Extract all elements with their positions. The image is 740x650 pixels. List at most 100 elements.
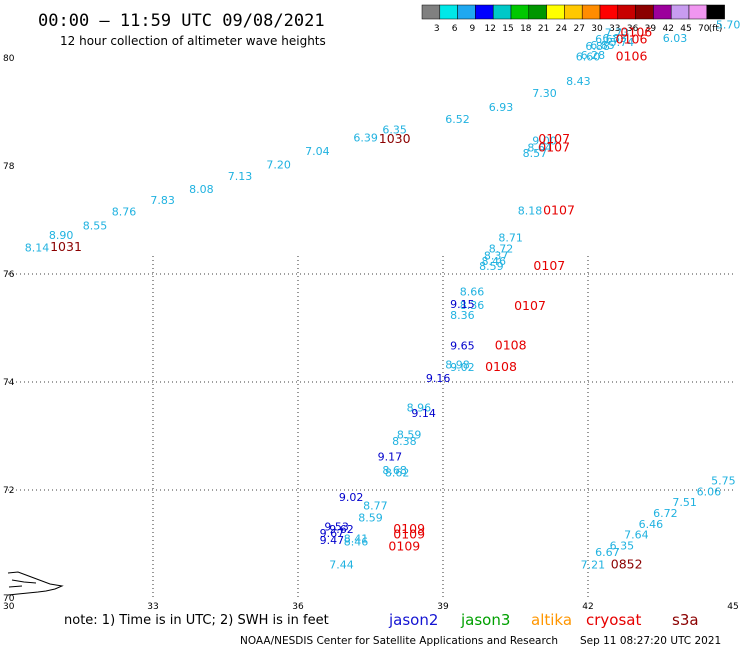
wave-height-label: 9.65 xyxy=(450,340,475,353)
pass-time-label: 1030 xyxy=(379,131,411,146)
wave-height-label: 6.83 xyxy=(602,32,627,45)
wave-height-label: 6.52 xyxy=(445,113,470,126)
wave-height-label: 7.51 xyxy=(672,496,697,509)
wave-height-label: 9.17 xyxy=(378,450,403,463)
wave-height-label: 6.35 xyxy=(610,539,635,552)
colorbar-label: 21 xyxy=(538,24,549,34)
wave-height-label: 9.00 xyxy=(532,134,557,147)
wave-height-label: 8.14 xyxy=(25,241,50,254)
x-tick-label: 39 xyxy=(437,602,449,612)
pass-time-label: 0852 xyxy=(611,556,643,571)
wave-height-label: 6.85 xyxy=(590,39,615,52)
colorbar-label: 15 xyxy=(502,24,513,34)
x-tick-label: 33 xyxy=(147,602,158,612)
x-tick-label: 36 xyxy=(292,602,304,612)
coastline xyxy=(7,571,64,596)
wave-height-label: 6.35 xyxy=(382,124,407,137)
pass-time-label: 0107 xyxy=(538,139,570,154)
wave-height-label: 8.59 xyxy=(397,429,422,442)
wave-height-label: 9.02 xyxy=(339,491,364,504)
pass-time-label: 0106 xyxy=(620,24,652,39)
pass-time-label: 0107 xyxy=(514,298,546,313)
x-tick-label: 42 xyxy=(582,602,593,612)
wave-height-label: 8.64 xyxy=(527,141,552,154)
wave-height-label: 8.57 xyxy=(523,147,548,160)
colorbar-label: 39 xyxy=(645,24,657,34)
wave-height-label: 8.98 xyxy=(445,359,470,372)
wave-height-label: 7.04 xyxy=(305,145,330,158)
wave-height-label: 9.47 xyxy=(320,534,345,547)
wave-height-label: 7.83 xyxy=(150,194,175,207)
wave-height-label: 8.46 xyxy=(482,255,507,268)
wave-height-label: 7.20 xyxy=(266,159,291,172)
colorbar-label: 3 xyxy=(434,24,440,34)
x-tick-label: 30 xyxy=(3,602,15,612)
wave-height-label: 8.18 xyxy=(518,205,543,218)
satellite-legend: jason2 jason3 altika cryosat s3a xyxy=(388,611,699,629)
wave-height-label: 8.38 xyxy=(392,435,417,448)
chart-subtitle: 12 hour collection of altimeter wave hei… xyxy=(60,34,326,48)
colorbar-unit: (ft) xyxy=(709,24,723,34)
wave-height-label: 8.59 xyxy=(358,511,383,524)
colorbar-swatch xyxy=(599,4,619,20)
x-tick-label: 45 xyxy=(727,602,738,612)
pass-time-label: 0107 xyxy=(543,203,575,218)
colorbar-label: 70 xyxy=(698,24,710,34)
y-tick-label: 78 xyxy=(3,162,15,172)
colorbar-label: 42 xyxy=(662,24,673,34)
wave-height-label: 9.53 xyxy=(324,521,349,534)
wave-height-label: 8.76 xyxy=(112,206,137,219)
wave-height-label: 6.06 xyxy=(697,485,722,498)
wave-height-label: 6.93 xyxy=(489,101,514,114)
colorbar-label: 45 xyxy=(680,24,691,34)
wave-height-label: 9.62 xyxy=(329,523,354,536)
wave-height-label: 5.70 xyxy=(716,18,740,31)
colorbar-swatch xyxy=(510,4,530,20)
colorbar-legend: 3 6 9 12 15 18 21 24 27 30 33 36 39 42 45 70 (ft) xyxy=(421,4,725,34)
colorbar-label: 33 xyxy=(609,24,620,34)
colorbar-swatch xyxy=(457,4,476,20)
colorbar-label: 30 xyxy=(591,24,603,34)
wave-height-values: 8.148.90 8.55 8.76 7.83 8.08 7.13 7.20 7.04 6.39… xyxy=(25,18,740,571)
wave-height-label: 8.41 xyxy=(344,532,369,545)
colorbar-label: 24 xyxy=(556,24,568,34)
pass-time-label: 0107 xyxy=(533,258,565,273)
wave-height-label: 8.68 xyxy=(382,464,407,477)
colorbar-label: 6 xyxy=(452,24,458,34)
pass-time-labels: 1031103001060106010601070107010701070107… xyxy=(50,24,652,571)
timestamp-text: Sep 11 08:27:20 UTC 2021 xyxy=(580,635,721,647)
wave-height-label: 9.16 xyxy=(426,372,451,385)
wave-height-label: 8.55 xyxy=(83,220,108,233)
wave-height-label: 8.71 xyxy=(498,232,523,245)
wave-height-label: 7.13 xyxy=(228,170,253,183)
wave-height-label: 9.02 xyxy=(450,361,475,374)
legend-jason3: jason3 xyxy=(460,611,510,629)
wave-height-label: 8.08 xyxy=(189,183,214,196)
wave-height-label: 6.46 xyxy=(639,518,664,531)
wave-height-label: 8.90 xyxy=(49,229,74,242)
colorbar-swatch xyxy=(581,4,601,20)
axis-tick-labels: 70 72 74 76 78 80 33 36 39 42 45 30 xyxy=(3,54,739,612)
pass-time-label: 0107 xyxy=(538,131,570,146)
colorbar-swatch xyxy=(475,4,494,20)
wave-height-label: 6.67 xyxy=(595,33,620,46)
pass-time-label: 0109 xyxy=(393,527,425,542)
wave-height-label: 8.36 xyxy=(460,299,485,312)
colorbar-swatch xyxy=(421,4,441,20)
wave-height-label: 7.30 xyxy=(532,87,557,100)
wave-height-label: 8.77 xyxy=(363,499,388,512)
colorbar-label: 36 xyxy=(627,24,639,34)
y-tick-label: 80 xyxy=(3,54,15,64)
colorbar-label: 9 xyxy=(470,24,476,34)
wave-height-label: 6.28 xyxy=(581,49,606,62)
legend-jason2: jason2 xyxy=(388,611,438,629)
wave-height-label: 6.60 xyxy=(576,51,601,64)
wave-height-label: 8.96 xyxy=(407,402,432,415)
colorbar-swatch xyxy=(670,4,690,20)
wave-height-label: 6.39 xyxy=(353,132,378,145)
wave-height-label: 6.72 xyxy=(653,507,678,520)
pass-time-label: 0106 xyxy=(616,31,648,46)
colorbar-swatch xyxy=(528,4,547,20)
colorbar-swatch xyxy=(439,4,458,20)
wave-height-label: 8.66 xyxy=(460,286,485,299)
